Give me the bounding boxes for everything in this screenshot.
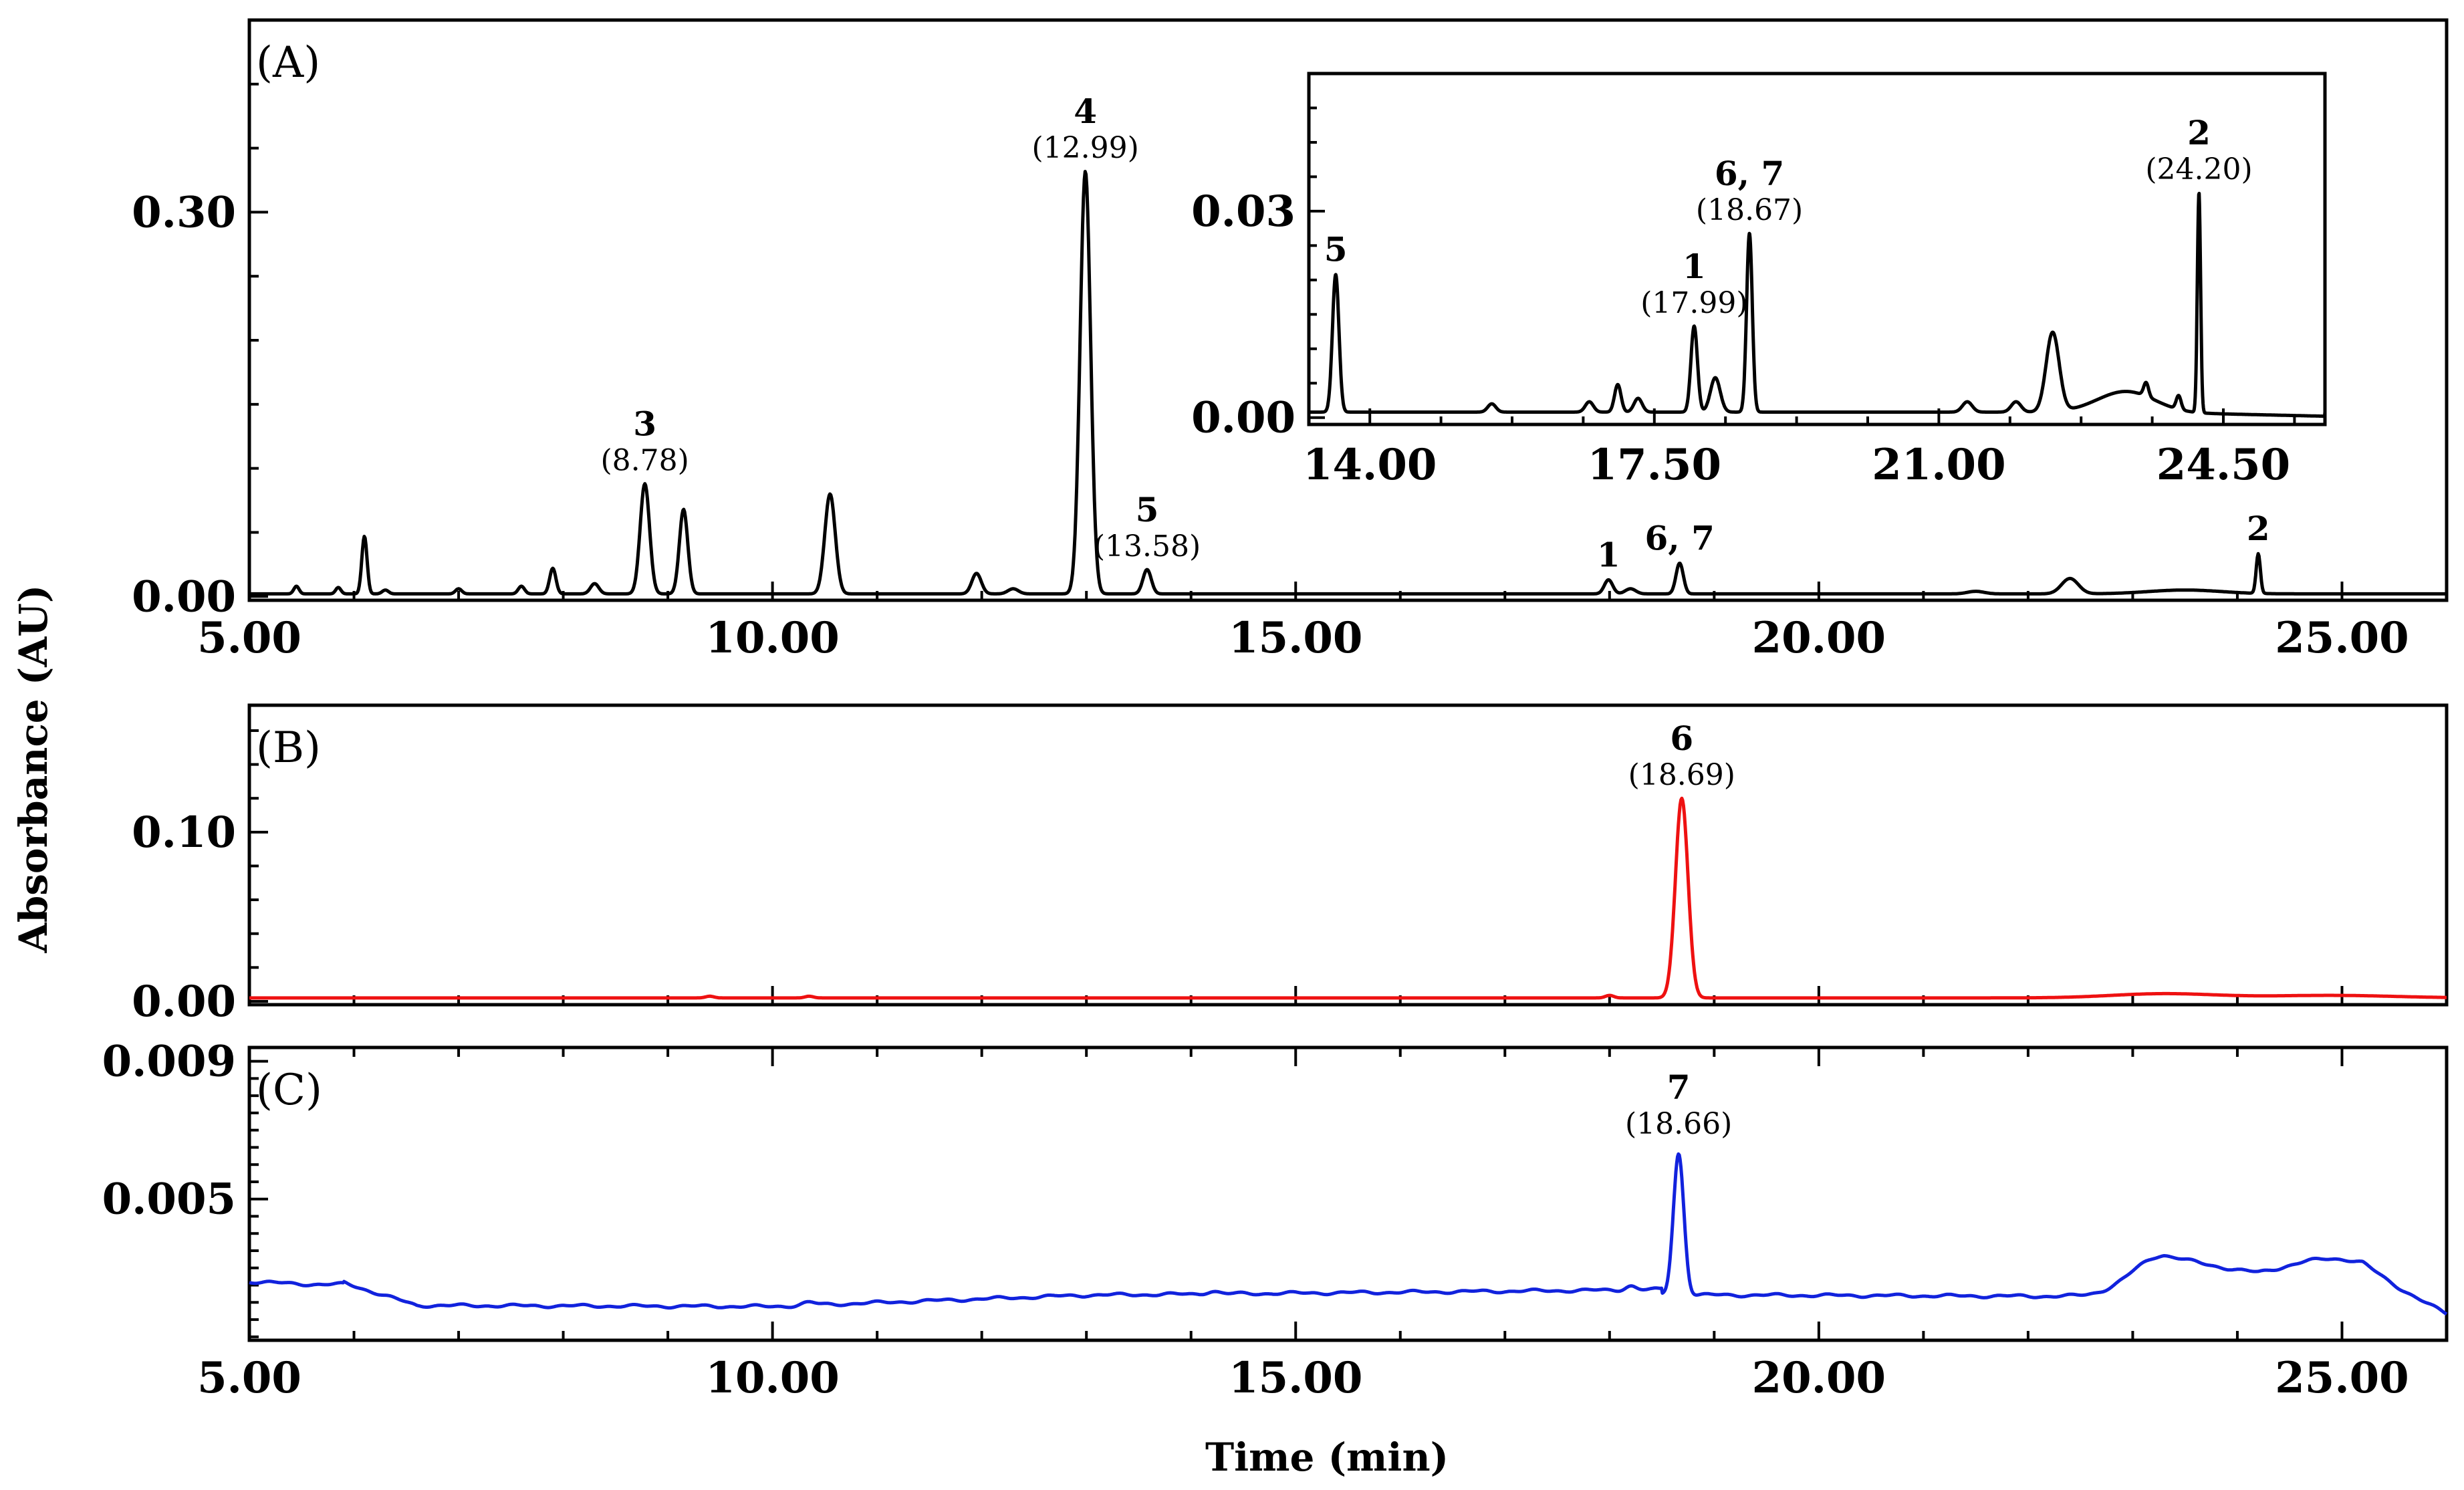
panel-b-label: (B) [256, 723, 321, 773]
panel-a-peak-rt: (13.58) [1094, 529, 1201, 564]
panel-c-x-tick-label: 25.00 [2275, 1353, 2409, 1403]
inset-peak-rt: (24.20) [2145, 152, 2252, 187]
panel-c-x-tick-label: 10.00 [705, 1353, 839, 1403]
inset-peak-number: 1 [1683, 247, 1706, 286]
panel-a-x-tick-label: 20.00 [1752, 613, 1886, 663]
panel-a: 5.00 10.00 15.00 20.00 25.000.000.30(8.78)3(… [132, 18, 2449, 663]
panel-c-label: (C) [256, 1066, 322, 1115]
inset-y-tick-label: 0.00 [1191, 393, 1296, 443]
inset-peak-number: 5 [1324, 230, 1348, 269]
panel-b-frame [247, 703, 2449, 1007]
y-axis-title: Absorbance (AU) [11, 585, 56, 954]
panel-b: 0.00 0.10 (18.69)6 (B) [132, 703, 2449, 1027]
panel-b-peak-number: 6 [1670, 719, 1693, 758]
inset-background [1309, 74, 2325, 424]
panel-c-y-tick-label: 0.005 [102, 1174, 236, 1225]
panel-c-trace-line [248, 1152, 2448, 1316]
panel-a-peak-rt: (12.99) [1031, 131, 1138, 165]
panel-a-x-tick-label: 10.00 [705, 613, 839, 663]
panel-a-trace-line [248, 170, 2448, 596]
panel-c-x-tick-label: 20.00 [1752, 1353, 1886, 1403]
panel-a-peak-number: 4 [1074, 92, 1097, 131]
panel-a-x-tick-label: 5.00 [197, 613, 301, 663]
panel-a-peak-number: 5 [1136, 490, 1159, 529]
panel-a-peak-number: 3 [633, 404, 656, 444]
panel-c-peak-number: 7 [1667, 1068, 1691, 1107]
panel-c-y-tick-label: 0.009 [102, 1037, 236, 1087]
panel-a-x-tick-label: 25.00 [2275, 613, 2409, 663]
inset-peak-rt: (18.67) [1696, 193, 1803, 227]
x-axis-title: Time (min) [1205, 1435, 1449, 1480]
inset-peak-number: 2 [2187, 113, 2211, 152]
panel-c: 5.00 10.00 15.00 20.00 25.00 0.005 0.009 (18.66… [102, 1037, 2449, 1403]
panel-b-y-tick-label: 0.10 [132, 808, 236, 858]
panel-a-y-tick-label: 0.00 [132, 572, 236, 622]
inset-x-tick-label: 14.00 [1303, 440, 1437, 490]
panel-a-label: (A) [256, 38, 320, 88]
inset-x-tick-label: 21.00 [1872, 440, 2005, 490]
panel-a-peak-number: 2 [2247, 509, 2270, 548]
panel-a-frame [247, 18, 2449, 602]
inset-x-tick-label: 24.50 [2157, 440, 2290, 490]
inset-frame [1307, 72, 2327, 426]
panel-b-peak-rt: (18.69) [1628, 758, 1735, 792]
panel-b-y-tick-label: 0.00 [132, 977, 236, 1027]
panel-a-peak-rt: (8.78) [601, 444, 689, 478]
panel-a-y-tick-label: 0.30 [132, 187, 236, 237]
inset-peak-rt: (17.99) [1640, 286, 1747, 320]
panel-a-peak-number: 6, 7 [1644, 518, 1714, 557]
panel-c-x-tick-label: 15.00 [1229, 1353, 1362, 1403]
panel-b-trace-line [248, 796, 2448, 1000]
inset-trace-line [1308, 191, 2327, 418]
panel-a-inset: 14.00 17.50 21.00 24.50 0.00 0.03 5 (17.99)1 (18… [1191, 72, 2327, 490]
inset-y-tick-label: 0.03 [1191, 187, 1296, 237]
panel-a-x-tick-label: 15.00 [1229, 613, 1362, 663]
inset-x-tick-label: 17.50 [1588, 440, 1721, 490]
panel-a-peak-number: 1 [1597, 535, 1620, 574]
panel-c-x-tick-label: 5.00 [197, 1353, 301, 1403]
panel-c-frame [247, 1045, 2449, 1342]
inset-peak-number: 6, 7 [1715, 154, 1784, 193]
panel-c-peak-rt: (18.66) [1625, 1107, 1732, 1141]
